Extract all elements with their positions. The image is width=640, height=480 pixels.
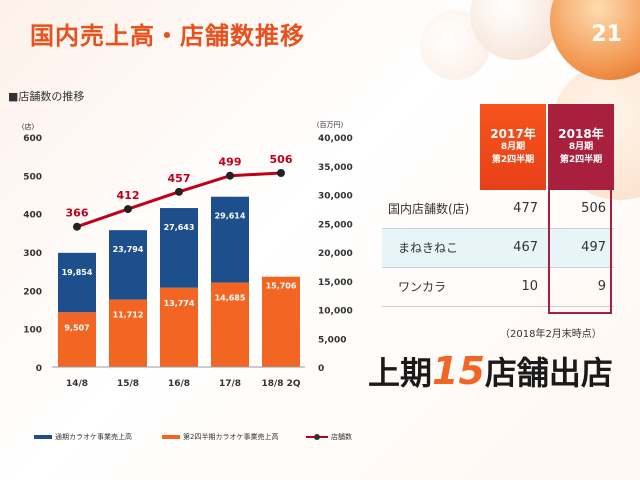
- left-tick-label: 100: [23, 326, 42, 336]
- data-label-annual: 29,614: [215, 212, 246, 221]
- category-label: 16/8: [168, 379, 190, 389]
- row-value-2018: 506: [581, 201, 606, 216]
- headline-pre: 上期: [368, 354, 433, 392]
- store-count-label: 457: [168, 172, 191, 185]
- data-label-q2: 15,706: [266, 282, 297, 291]
- row-label: まねきねこ: [398, 241, 459, 255]
- category-label: 18/8 2Q: [261, 379, 300, 389]
- right-tick-label: 10,000: [318, 307, 353, 317]
- store-count-point: [226, 171, 234, 180]
- left-tick-label: 500: [23, 172, 42, 182]
- bar-q2-sales: [211, 282, 249, 367]
- table-row-onekara: ワンカラ 10 9: [382, 268, 614, 307]
- row-value-2017: 477: [513, 201, 538, 216]
- headline-post: 店舗出店: [484, 354, 613, 392]
- header-2017-quarter: 第2四半期: [491, 154, 535, 165]
- right-tick-label: 15,000: [318, 278, 353, 288]
- page-number: 21: [591, 22, 622, 47]
- left-tick-label: 300: [23, 249, 42, 259]
- data-label-q2: 13,774: [164, 299, 195, 308]
- store-count-label: 366: [66, 207, 89, 220]
- legend-label-annual: 通期カラオケ事業売上高: [55, 433, 132, 441]
- comparison-table-header: 2017年 8月期 第2四半期 2018年 8月期 第2四半期: [382, 104, 614, 190]
- left-tick-label: 600: [23, 134, 42, 144]
- legend-label-stores: 店舗数: [331, 433, 352, 441]
- page-title: 国内売上高・店舗数推移: [30, 22, 305, 50]
- right-tick-label: 35,000: [318, 163, 353, 173]
- data-label-annual: 19,854: [62, 268, 93, 277]
- headline: 上期15店舗出店: [368, 348, 613, 394]
- bar-q2-sales: [160, 287, 198, 367]
- data-label-q2: 9,507: [64, 323, 89, 332]
- comparison-table-body: 国内店舗数(店) 477 506 まねきねこ 467 497 ワンカラ 10 9: [382, 190, 614, 307]
- right-axis-unit: (百万円): [317, 121, 344, 129]
- bar-q2-sales: [58, 312, 96, 367]
- store-sales-chart: (店) (百万円) 0 100 200 300 400 500 600 0 5,000 10,000 1…: [22, 121, 353, 389]
- bar-annual-sales: [58, 252, 96, 313]
- store-count-point: [277, 169, 285, 178]
- store-count-label: 499: [219, 156, 242, 169]
- header-2017-year: 2017年: [490, 126, 536, 141]
- left-tick-label: 200: [23, 287, 42, 297]
- chart-subtitle: ■店舗数の推移: [8, 90, 85, 103]
- header-2018-q2: 2018年 8月期 第2四半期: [548, 104, 614, 190]
- row-value-2018: 9: [597, 279, 606, 294]
- left-axis-unit: (店): [22, 122, 35, 131]
- legend-label-q2: 第2四半期カラオケ事業売上高: [183, 433, 279, 441]
- right-tick-label: 5,000: [318, 335, 346, 345]
- header-2017-period: 8月期: [500, 141, 526, 152]
- bar-annual-sales: [109, 230, 147, 300]
- category-label: 15/8: [117, 379, 139, 389]
- category-label: 17/8: [219, 379, 241, 389]
- headline-number: 15: [432, 349, 485, 393]
- store-count-label: 412: [117, 189, 140, 202]
- header-2018-quarter: 第2四半期: [559, 154, 603, 165]
- table-row-manekineko: まねきねこ 467 497: [382, 229, 614, 268]
- right-tick-label: 30,000: [318, 192, 353, 202]
- right-tick-label: 40,000: [318, 134, 353, 144]
- right-tick-label: 0: [318, 364, 324, 374]
- table-row-domestic-stores: 国内店舗数(店) 477 506: [382, 190, 614, 229]
- bar-annual-sales: [211, 196, 249, 283]
- legend-swatch-stores: [306, 434, 328, 440]
- data-label-annual: 23,794: [113, 245, 144, 254]
- row-value-2017: 467: [513, 240, 538, 255]
- header-2018-year: 2018年: [558, 126, 604, 141]
- header-2017-q2: 2017年 8月期 第2四半期: [480, 104, 546, 190]
- row-label: 国内店舗数(店): [388, 202, 470, 216]
- data-label-annual: 27,643: [164, 223, 195, 232]
- legend-stores: 店舗数: [306, 432, 352, 442]
- data-label-q2: 14,685: [215, 294, 246, 303]
- bar-q2-sales: [109, 299, 147, 367]
- row-label: ワンカラ: [398, 280, 447, 294]
- store-count-point: [73, 222, 81, 231]
- store-count-point: [175, 187, 183, 196]
- legend-annual-sales: 通期カラオケ事業売上高: [34, 432, 132, 442]
- store-count-label: 506: [270, 153, 293, 166]
- data-label-q2: 11,712: [113, 311, 144, 320]
- as-of-note: （2018年2月末時点）: [500, 329, 602, 340]
- store-count-point: [124, 205, 132, 214]
- left-tick-label: 0: [36, 364, 42, 374]
- right-tick-label: 25,000: [318, 220, 353, 230]
- header-2018-period: 8月期: [568, 141, 594, 152]
- legend-swatch-annual: [34, 435, 52, 439]
- legend-q2-sales: 第2四半期カラオケ事業売上高: [162, 432, 278, 442]
- row-value-2017: 10: [521, 279, 538, 294]
- left-tick-label: 400: [23, 211, 42, 221]
- bar-annual-sales: [160, 208, 198, 288]
- right-tick-label: 20,000: [318, 249, 353, 259]
- legend-swatch-q2: [162, 435, 180, 439]
- bar-q2-sales: [262, 276, 300, 367]
- category-label: 14/8: [66, 379, 88, 389]
- row-value-2018: 497: [581, 240, 606, 255]
